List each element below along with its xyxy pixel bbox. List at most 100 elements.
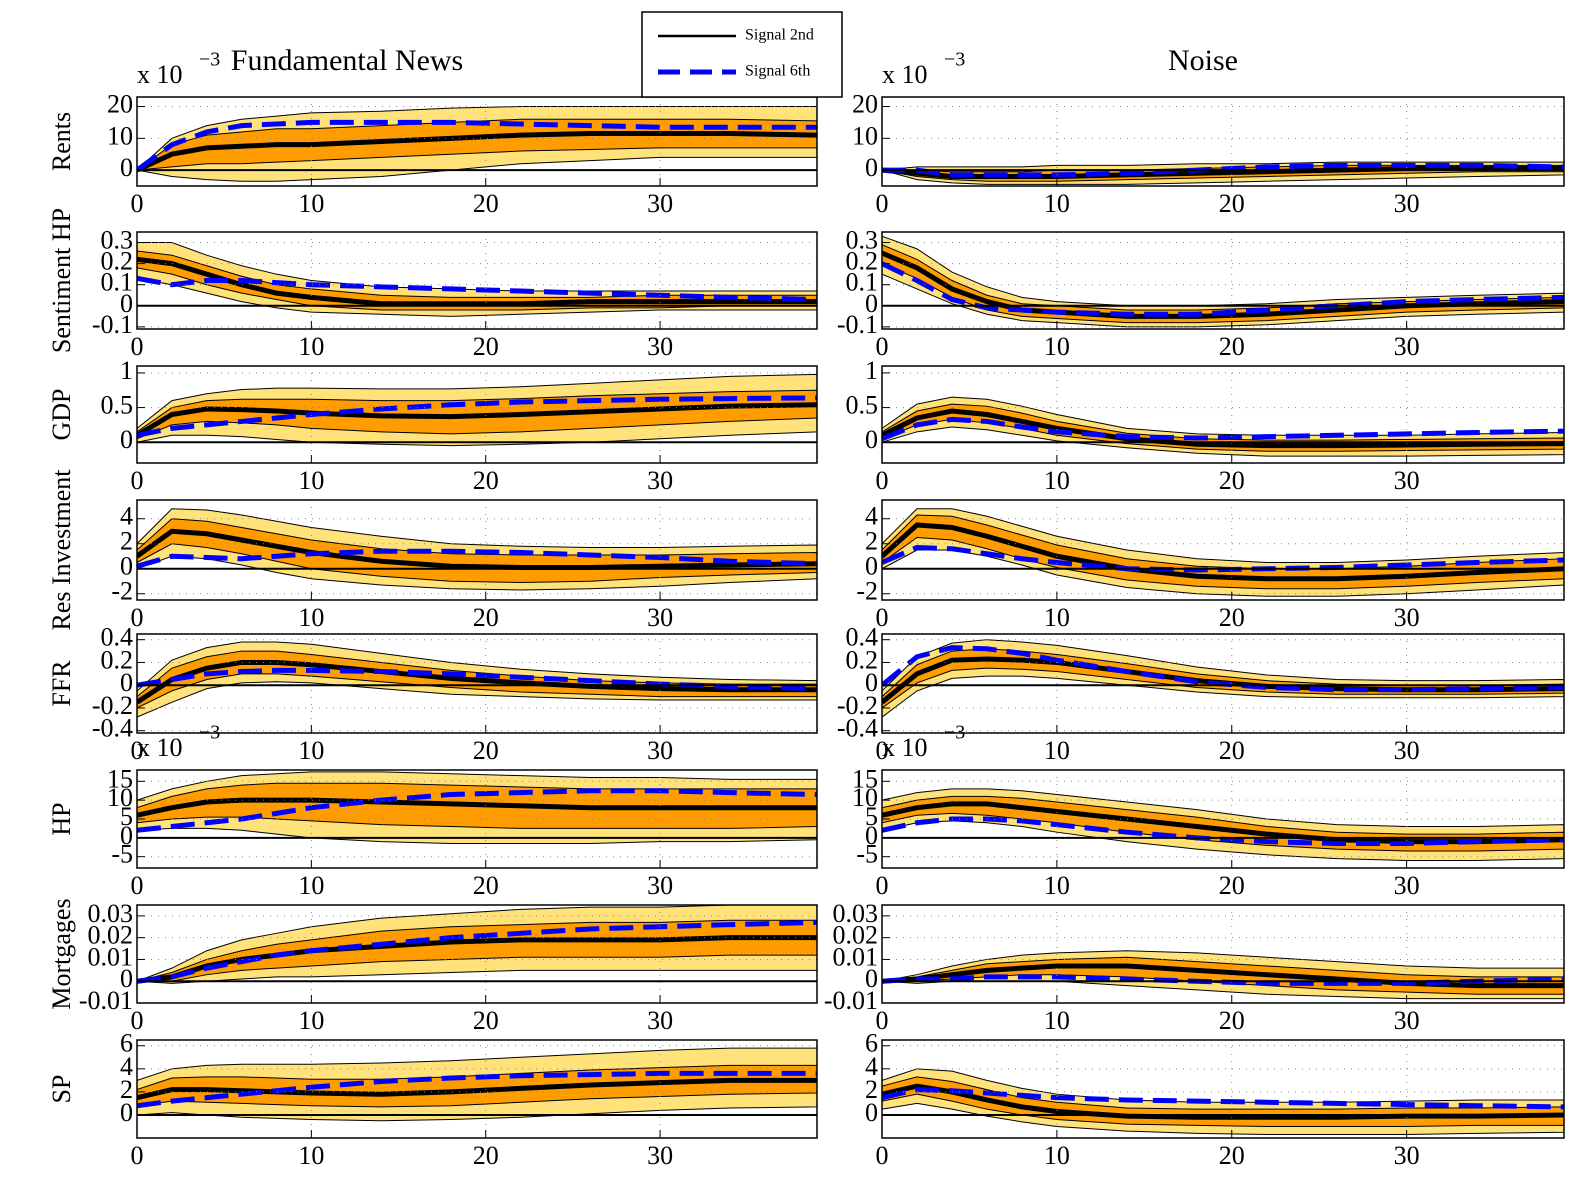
x-tick-label: 10 (1044, 871, 1070, 900)
y-tick-label: 0.01 (88, 942, 134, 971)
x-tick-label: 30 (1394, 871, 1420, 900)
x-tick-label: 20 (1219, 871, 1245, 900)
plot (882, 396, 1564, 457)
x-tick-label: 20 (1219, 736, 1245, 765)
plot (137, 905, 817, 984)
x-tick-label: 10 (298, 736, 324, 765)
x-tick-label: 30 (1394, 1141, 1420, 1170)
x-tick-label: 0 (876, 189, 889, 218)
series-line (137, 131, 817, 173)
x-tick-label: 10 (1044, 736, 1070, 765)
x-tick-label: 10 (298, 332, 324, 361)
y-axis-label: GDP (47, 388, 76, 440)
x-tick-label: 0 (131, 332, 144, 361)
y-tick-label: 0 (865, 153, 878, 182)
series-line (137, 667, 817, 692)
y-tick-label: 6 (120, 1029, 133, 1058)
plot (882, 639, 1564, 718)
y-tick-label: 0 (120, 668, 133, 697)
x-tick-label: 30 (647, 332, 673, 361)
x-tick-label: 10 (1044, 189, 1070, 218)
y-tick-label: 0.03 (88, 899, 134, 928)
series-line (137, 528, 817, 570)
plot (882, 235, 1564, 328)
y-tick-label: 0.4 (101, 623, 134, 652)
y-tick-label: 2 (865, 1075, 878, 1104)
axes-frame (881, 633, 1565, 734)
x-tick-label: 20 (473, 603, 499, 632)
x-tick-label: 10 (298, 1141, 324, 1170)
y-tick-label: 0 (120, 425, 133, 454)
series-line (137, 256, 817, 307)
x-tick-label: 10 (1044, 466, 1070, 495)
x-tick-label: 10 (298, 871, 324, 900)
x-tick-label: 10 (298, 603, 324, 632)
y-tick-label: 0 (120, 552, 133, 581)
x-tick-label: 0 (876, 466, 889, 495)
scale-label: x 10 (137, 60, 183, 89)
x-tick-label: 30 (647, 871, 673, 900)
y-tick-label: 4 (120, 1052, 133, 1081)
y-axis-label: FFR (47, 660, 76, 707)
y-tick-label: 1 (120, 356, 133, 385)
plot (137, 771, 817, 844)
y-tick-label: 0 (120, 1098, 133, 1127)
plot (137, 106, 817, 182)
y-tick-label: 0 (865, 552, 878, 581)
scale-label: x 10 (882, 60, 928, 89)
axes-frame (881, 499, 1565, 601)
y-axis-label: Sentiment HP (47, 208, 76, 353)
y-tick-label: 15 (107, 764, 133, 793)
plot (137, 641, 817, 718)
series-line (137, 548, 817, 569)
y-axis-label: Mortgages (47, 898, 76, 1009)
x-tick-label: 0 (876, 332, 889, 361)
y-tick-label: -0.1 (837, 310, 878, 339)
y-tick-label: 10 (107, 121, 133, 150)
plot (882, 161, 1564, 185)
x-tick-label: 20 (1219, 603, 1245, 632)
plot (137, 508, 817, 591)
y-tick-label: 0.02 (88, 921, 134, 950)
x-tick-label: 0 (876, 603, 889, 632)
series-line (882, 974, 1564, 986)
y-tick-label: 0.2 (101, 247, 134, 276)
y-tick-label: 4 (865, 1052, 878, 1081)
y-tick-label: 4 (120, 502, 133, 531)
x-tick-label: 30 (1394, 736, 1420, 765)
y-tick-label: 0 (120, 964, 133, 993)
x-tick-label: 30 (647, 1006, 673, 1035)
x-tick-label: 20 (473, 189, 499, 218)
series-line (882, 816, 1564, 846)
y-axis-label: Res Investment (47, 469, 76, 631)
panel-title: Fundamental News (231, 44, 463, 77)
y-tick-label: 0 (865, 821, 878, 850)
y-tick-label: -0.4 (837, 714, 878, 743)
series-line (882, 261, 1564, 317)
x-tick-label: 0 (876, 1006, 889, 1035)
y-tick-label: 0 (120, 821, 133, 850)
axes-frame (881, 904, 1565, 1004)
x-tick-label: 30 (647, 603, 673, 632)
y-tick-label: 2 (120, 1075, 133, 1104)
axes-frame (136, 365, 818, 464)
axes-frame (136, 96, 818, 187)
x-tick-label: 10 (298, 189, 324, 218)
y-tick-label: 4 (865, 502, 878, 531)
series-line (882, 162, 1564, 178)
y-tick-label: 0.2 (846, 645, 879, 674)
y-tick-label: -0.1 (92, 310, 133, 339)
y-tick-label: 5 (120, 802, 133, 831)
series-line (137, 788, 817, 833)
x-tick-label: 20 (473, 466, 499, 495)
x-tick-label: 0 (876, 871, 889, 900)
axes-frame (136, 904, 818, 1004)
x-tick-label: 30 (647, 189, 673, 218)
y-tick-label: 0.3 (101, 226, 134, 255)
band (882, 514, 1564, 590)
y-tick-label: -5 (856, 840, 878, 869)
x-tick-label: 30 (1394, 603, 1420, 632)
y-tick-label: 20 (107, 90, 133, 119)
x-tick-label: 30 (647, 466, 673, 495)
